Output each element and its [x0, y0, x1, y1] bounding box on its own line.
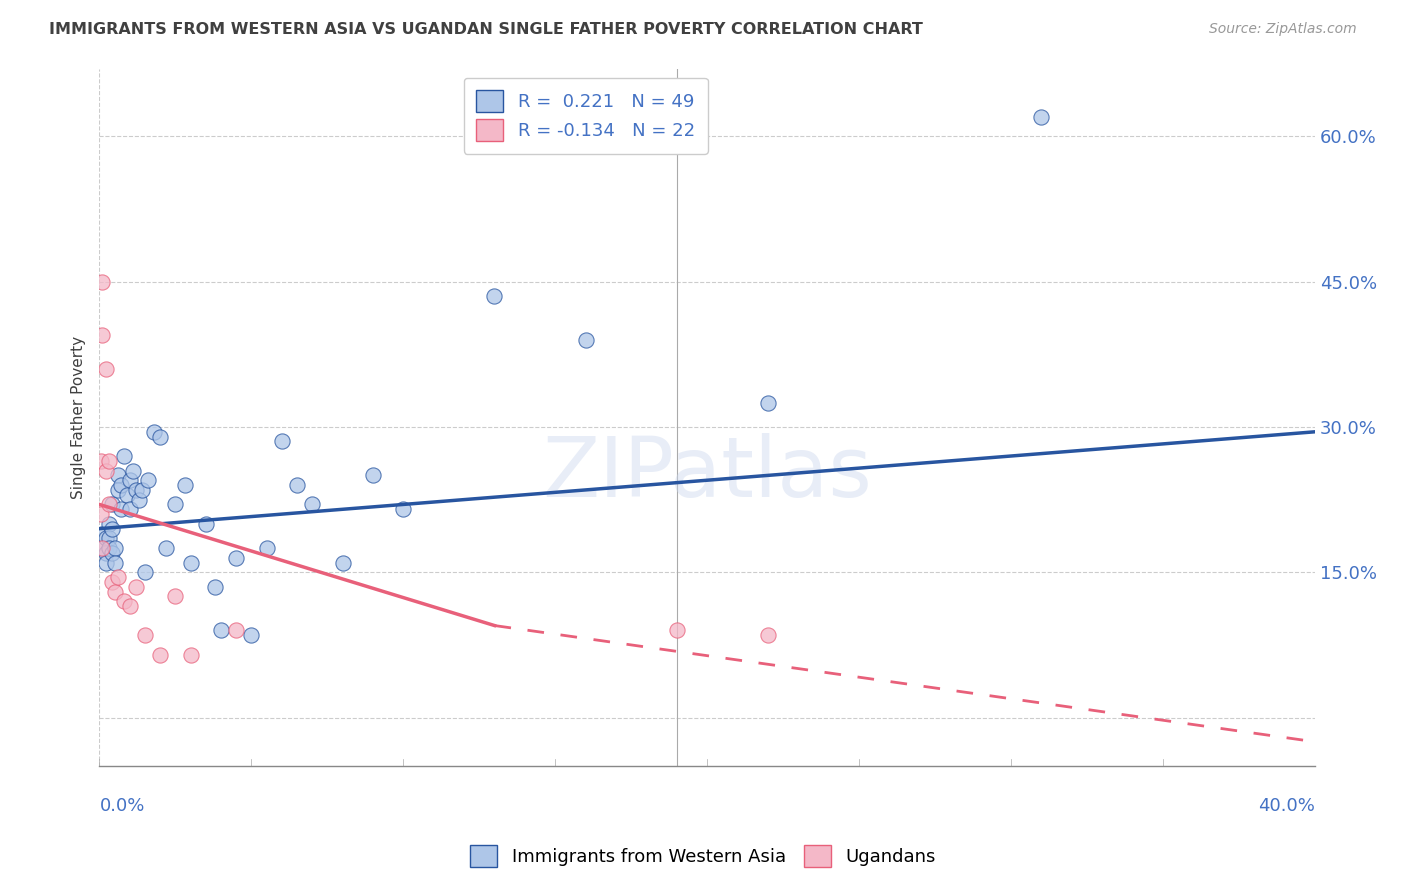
Point	[104, 584, 127, 599]
Point	[90, 454, 112, 468]
Point	[392, 502, 415, 516]
Point	[91, 541, 114, 555]
Legend: Immigrants from Western Asia, Ugandans: Immigrants from Western Asia, Ugandans	[463, 838, 943, 874]
Point	[240, 628, 263, 642]
Point	[97, 532, 120, 546]
Point	[143, 425, 166, 439]
Point	[665, 624, 688, 638]
Point	[110, 478, 132, 492]
Point	[256, 541, 278, 555]
Point	[165, 590, 187, 604]
Point	[225, 624, 247, 638]
Point	[575, 333, 598, 347]
Point	[204, 580, 226, 594]
Point	[361, 468, 384, 483]
Point	[91, 541, 114, 555]
Point	[104, 556, 127, 570]
Point	[125, 483, 148, 497]
Text: 0.0%: 0.0%	[100, 797, 145, 814]
Text: IMMIGRANTS FROM WESTERN ASIA VS UGANDAN SINGLE FATHER POVERTY CORRELATION CHART: IMMIGRANTS FROM WESTERN ASIA VS UGANDAN …	[49, 22, 924, 37]
Point	[94, 532, 117, 546]
Point	[285, 478, 308, 492]
Point	[107, 468, 129, 483]
Point	[112, 449, 135, 463]
Point	[225, 550, 247, 565]
Point	[134, 566, 156, 580]
Point	[149, 430, 172, 444]
Point	[270, 434, 292, 449]
Point	[115, 488, 138, 502]
Text: 40.0%: 40.0%	[1258, 797, 1315, 814]
Text: Source: ZipAtlas.com: Source: ZipAtlas.com	[1209, 22, 1357, 37]
Point	[97, 541, 120, 555]
Point	[94, 361, 117, 376]
Point	[1031, 110, 1053, 124]
Text: ZIPatlas: ZIPatlas	[543, 433, 872, 514]
Point	[173, 478, 195, 492]
Point	[107, 483, 129, 497]
Point	[97, 516, 120, 531]
Point	[125, 580, 148, 594]
Point	[155, 541, 177, 555]
Point	[91, 275, 114, 289]
Point	[301, 498, 323, 512]
Point	[107, 570, 129, 584]
Point	[110, 502, 132, 516]
Point	[149, 648, 172, 662]
Point	[91, 327, 114, 342]
Point	[94, 556, 117, 570]
Point	[194, 516, 217, 531]
Point	[94, 546, 117, 560]
Point	[128, 492, 150, 507]
Point	[94, 464, 117, 478]
Point	[100, 546, 122, 560]
Point	[756, 395, 779, 409]
Legend: R =  0.221   N = 49, R = -0.134   N = 22: R = 0.221 N = 49, R = -0.134 N = 22	[464, 78, 707, 154]
Point	[100, 522, 122, 536]
Point	[131, 483, 153, 497]
Point	[90, 507, 112, 521]
Point	[118, 599, 141, 614]
Point	[756, 628, 779, 642]
Point	[136, 473, 159, 487]
Point	[134, 628, 156, 642]
Point	[97, 498, 120, 512]
Point	[209, 624, 232, 638]
Point	[118, 502, 141, 516]
Point	[118, 473, 141, 487]
Point	[112, 594, 135, 608]
Point	[180, 556, 202, 570]
Point	[97, 454, 120, 468]
Point	[121, 464, 143, 478]
Point	[165, 498, 187, 512]
Point	[100, 498, 122, 512]
Point	[91, 526, 114, 541]
Y-axis label: Single Father Poverty: Single Father Poverty	[72, 335, 86, 499]
Point	[332, 556, 354, 570]
Point	[100, 574, 122, 589]
Point	[180, 648, 202, 662]
Point	[484, 289, 506, 303]
Point	[104, 541, 127, 555]
